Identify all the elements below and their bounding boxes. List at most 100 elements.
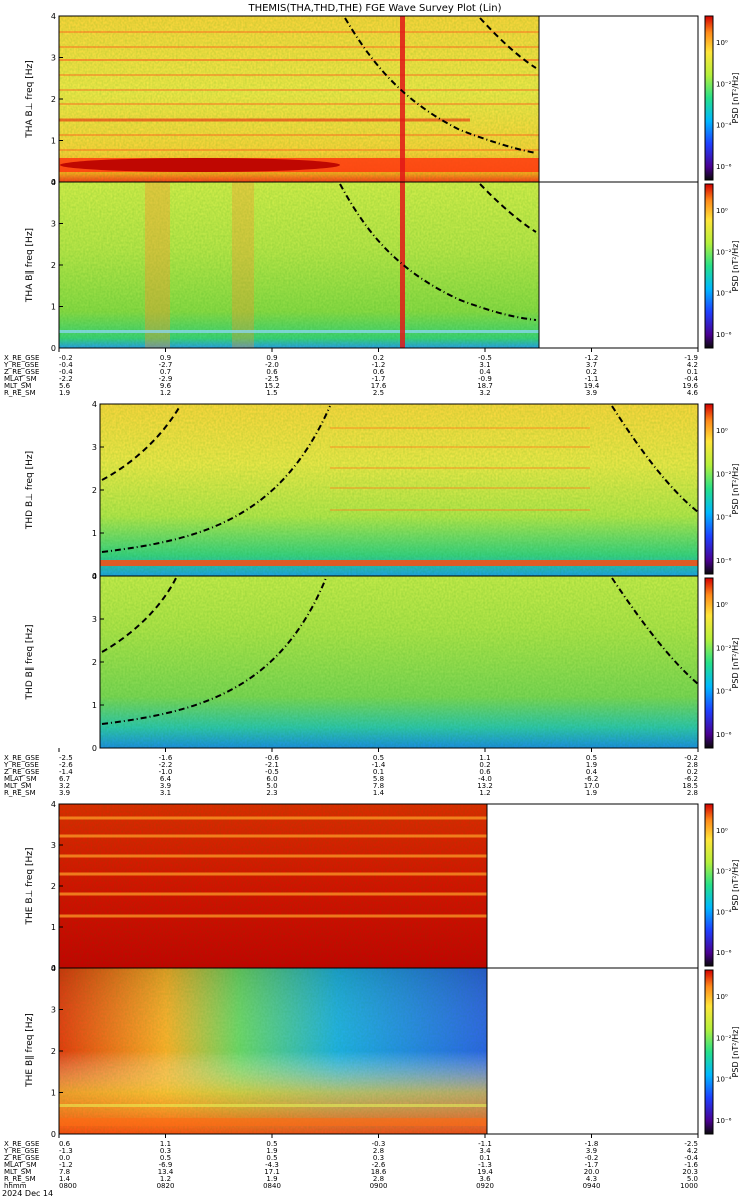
ephemeris-value: 1.2 (479, 789, 490, 797)
ephemeris-value: -1.1 (478, 1140, 492, 1148)
ephemeris-value: 9.6 (160, 382, 172, 390)
ephemeris-value: -1.4 (59, 768, 73, 776)
ephemeris-value: -4.3 (265, 1161, 279, 1169)
ephemeris-value: -1.4 (372, 761, 386, 769)
colorbar-tick-label: 10⁻² (716, 248, 732, 256)
tha-par-panel: THA B∥ freq [Hz] (25, 181, 540, 349)
ephemeris-value: 5.8 (373, 775, 384, 783)
y-tick-label: 0 (92, 744, 97, 753)
ephemeris-value: 1.9 (266, 1175, 277, 1183)
ephemeris-value: 2.8 (687, 789, 698, 797)
y-tick-label: 0 (92, 572, 97, 581)
the-perp-panel: THE B⊥ freq [Hz] (25, 803, 699, 969)
ephemeris-value: -6.9 (159, 1161, 173, 1169)
ephemeris-value: 19.4 (584, 382, 600, 390)
colorbar-tick-label: 10⁻⁶ (716, 163, 732, 171)
colorbars (704, 15, 714, 1135)
ephemeris-value: 0.4 (479, 368, 491, 376)
ephemeris-value: 0.6 (266, 368, 278, 376)
colorbar-tick-label: 10⁻² (716, 1034, 732, 1042)
y-tick-label: 1 (51, 303, 56, 312)
colorbar-tick-label: 10⁻⁶ (716, 731, 732, 739)
thd-perp-ylabel: THD B⊥ freq [Hz] (25, 451, 35, 530)
ephemeris-value: 1.9 (266, 1147, 277, 1155)
ephemeris-row-label: X_RE_GSE (4, 354, 39, 362)
colorbar-title: PSD [nT²/Hz] (731, 638, 740, 689)
ephemeris-value: 0.3 (160, 1147, 171, 1155)
y-tick-label: 3 (92, 615, 97, 624)
ephemeris-value: 0.5 (373, 754, 384, 762)
the-perp-harmonic-lines (59, 816, 487, 918)
the-perp-ylabel: THE B⊥ freq [Hz] (25, 848, 35, 926)
ephemeris-value: 13.2 (477, 782, 493, 790)
ephemeris-value: 7.8 (59, 1168, 70, 1176)
ephemeris-tables: X_RE_GSE -0.2 0.9 0.9 0.2 -0.5 -1.2 -1.9 Y_RE_GS… (3, 348, 699, 1190)
ephemeris-row-label: Z_RE_GSE (4, 1154, 39, 1162)
colorbar-tick-label: 10⁻⁶ (716, 949, 732, 957)
ephemeris-value: 0.2 (373, 354, 384, 362)
y-tick-label: 3 (51, 841, 56, 850)
y-tick-label: 2 (51, 95, 56, 104)
ephemeris-value: 2.8 (687, 761, 698, 769)
ephemeris-value: 0920 (476, 1182, 494, 1190)
colorbar-tick-label: 10⁻² (716, 644, 732, 652)
ephemeris-row-label: X_RE_GSE (4, 1140, 39, 1148)
colorbar-tick-label: 10⁻⁴ (716, 1076, 732, 1084)
ephemeris-value: 0.5 (266, 1140, 277, 1148)
colorbar-tick-label: 10⁻⁴ (716, 122, 732, 130)
ephemeris-value: -2.2 (159, 761, 173, 769)
ephemeris-value: 0840 (263, 1182, 281, 1190)
thd-par-panel: THD B∥ freq [Hz] (25, 575, 699, 749)
ephemeris-value: 0.6 (373, 368, 385, 376)
ephemeris-row-label: R_RE_SM (4, 389, 36, 397)
ephemeris-value: 18.7 (477, 382, 493, 390)
ephemeris-value: 3.1 (160, 789, 171, 797)
the-par-panel: THE B∥ freq [Hz] (25, 967, 699, 1135)
ephemeris-value: 0.9 (266, 354, 277, 362)
ephemeris-value: -0.6 (265, 754, 279, 762)
ephemeris-value: -4.0 (478, 775, 492, 783)
thd-par-ylabel: THD B∥ freq [Hz] (25, 625, 35, 701)
ephemeris-value: 15.2 (264, 382, 280, 390)
ephemeris-value: -0.5 (478, 354, 492, 362)
y-tick-label: 2 (92, 486, 97, 495)
y-tick-label: 4 (92, 400, 97, 409)
tha-perp-ylabel: THA B⊥ freq [Hz] (25, 60, 35, 138)
colorbar-title: PSD [nT²/Hz] (731, 464, 740, 515)
ephemeris-value: 5.0 (266, 782, 277, 790)
ephemeris-value: -0.5 (265, 768, 279, 776)
y-tick-label: 1 (92, 529, 97, 538)
ephemeris-value: 4.2 (687, 1147, 698, 1155)
colorbar-title: PSD [nT²/Hz] (731, 860, 740, 911)
y-tick-label: 2 (51, 1047, 56, 1056)
footer-date: 2024 Dec 14 (2, 1189, 53, 1198)
y-tick-label: 4 (92, 572, 97, 581)
ephemeris-value: -1.6 (159, 754, 173, 762)
ephemeris-value: 0.9 (160, 354, 171, 362)
colorbar-title: PSD [nT²/Hz] (731, 73, 740, 124)
ephemeris-value: 0.5 (266, 1154, 277, 1162)
colorbar-tick-label: 10⁻⁶ (716, 557, 732, 565)
ephemeris-value: 0820 (157, 1182, 175, 1190)
ephemeris-value: 17.0 (584, 782, 600, 790)
ephemeris-value: 4.3 (586, 1175, 597, 1183)
y-tick-label: 1 (51, 923, 56, 932)
ephemeris-value: 0900 (370, 1182, 388, 1190)
ephemeris-value: 3.9 (586, 1147, 597, 1155)
ephemeris-value: 1.4 (373, 789, 385, 797)
ephemeris-value: 5.6 (59, 382, 71, 390)
ephemeris-row-label: R_RE_SM (4, 789, 36, 797)
ephemeris-value: 3.2 (479, 389, 490, 397)
ephemeris-value: 0.3 (373, 1154, 384, 1162)
ephemeris-value: 18.5 (682, 782, 698, 790)
colorbar-labels: 10⁰ 10⁻² 10⁻⁴ 10⁻⁶ PSD [nT²/Hz] 10⁰ 10⁻² 10⁻⁴ 10… (716, 39, 740, 1125)
ephemeris-value: 3.7 (586, 361, 597, 369)
y-tick-label: 0 (51, 178, 56, 187)
ephemeris-value: -1.2 (59, 1161, 73, 1169)
ephemeris-value: 19.4 (477, 1168, 493, 1176)
tha-perp-panel: THA B⊥ freq [Hz] (25, 15, 540, 183)
ephemeris-value: 0.2 (687, 768, 698, 776)
ephemeris-value: -2.5 (684, 1140, 698, 1148)
ephemeris-value: 17.1 (264, 1168, 280, 1176)
